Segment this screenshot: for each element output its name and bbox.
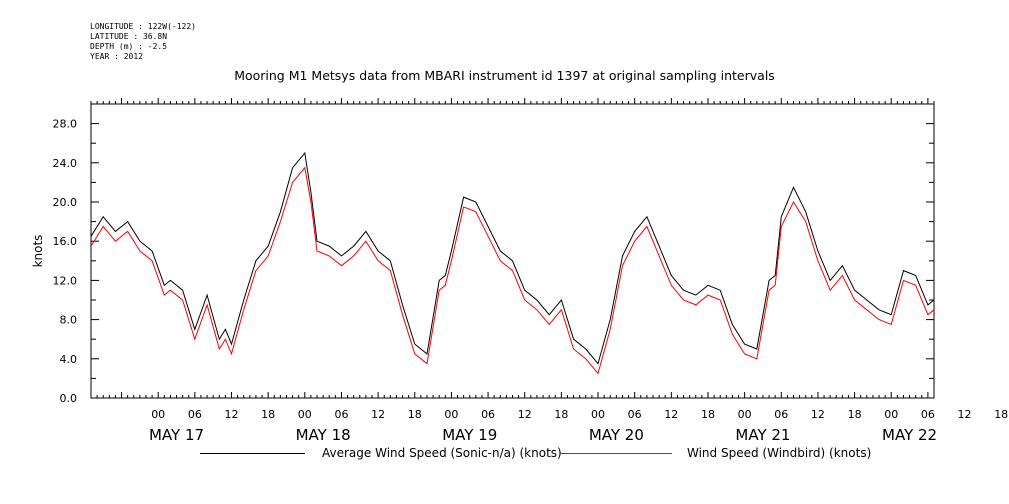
series-layer	[90, 151, 935, 375]
legend-label-windbird: Wind Speed (Windbird) (knots)	[687, 446, 872, 460]
latitude-label: LATITUDE : 36.8N	[90, 32, 168, 41]
x-tick-label: 00	[151, 408, 165, 421]
x-tick-label: 00	[591, 408, 605, 421]
x-tick-label: 18	[554, 408, 568, 421]
legend-line-average	[200, 453, 305, 454]
y-tick-label: 12.0	[53, 274, 78, 287]
x-tick-label: 12	[958, 408, 972, 421]
day-label: MAY 18	[296, 426, 351, 444]
x-tick-label: 18	[408, 408, 422, 421]
series-line-1	[90, 166, 935, 375]
y-axis-label: knots	[31, 235, 45, 268]
legend-line-windbird	[560, 453, 672, 454]
x-tick-label: 18	[261, 408, 275, 421]
day-label: MAY 21	[735, 426, 790, 444]
x-tick-label: 00	[884, 408, 898, 421]
y-tick-label: 28.0	[53, 118, 78, 131]
x-tick-label: 00	[444, 408, 458, 421]
x-tick-label: 06	[334, 408, 348, 421]
x-tick-labels: 00 06 12 18 00 06 12 18 00 06 12 18 00 06 12 18 00 06 12 18…	[151, 408, 1008, 421]
day-label: MAY 17	[149, 426, 204, 444]
y-tick-label: 0.0	[60, 392, 78, 405]
x-tick-label: 18	[701, 408, 715, 421]
x-tick-label: 06	[188, 408, 202, 421]
x-tick-label: 00	[298, 408, 312, 421]
x-tick-label: 06	[481, 408, 495, 421]
x-tick-label: 00	[738, 408, 752, 421]
axis-ticks	[90, 98, 935, 399]
y-tick-label: 16.0	[53, 235, 78, 248]
x-tick-label: 06	[921, 408, 935, 421]
day-label: MAY 22	[882, 426, 937, 444]
year-label: YEAR : 2012	[90, 52, 143, 61]
day-label: MAY 20	[589, 426, 644, 444]
x-tick-label: 12	[225, 408, 239, 421]
x-tick-label: 12	[518, 408, 532, 421]
series-line-0	[90, 151, 935, 365]
x-tick-label: 06	[774, 408, 788, 421]
y-tick-label: 24.0	[53, 157, 78, 170]
y-tick-label: 4.0	[60, 353, 78, 366]
chart-title: Mooring M1 Metsys data from MBARI instru…	[234, 68, 775, 83]
x-tick-label: 12	[664, 408, 678, 421]
x-tick-label: 18	[994, 408, 1008, 421]
y-tick-label: 8.0	[60, 314, 78, 327]
x-tick-label: 12	[811, 408, 825, 421]
y-tick-label: 20.0	[53, 196, 78, 209]
x-tick-label: 18	[848, 408, 862, 421]
x-tick-label: 12	[371, 408, 385, 421]
longitude-label: LONGITUDE : 122W(-122)	[90, 22, 196, 31]
depth-label: DEPTH (m) : -2.5	[90, 42, 168, 51]
plot-frame	[90, 103, 935, 399]
x-tick-label: 06	[628, 408, 642, 421]
legend-label-average: Average Wind Speed (Sonic-n/a) (knots)	[322, 446, 562, 460]
station-metadata: LONGITUDE : 122W(-122) LATITUDE : 36.8N …	[90, 22, 196, 62]
y-tick-labels: 0.0 4.0 8.0 12.0 16.0 20.0 24.0 28.0	[53, 118, 78, 405]
day-label: MAY 19	[442, 426, 497, 444]
